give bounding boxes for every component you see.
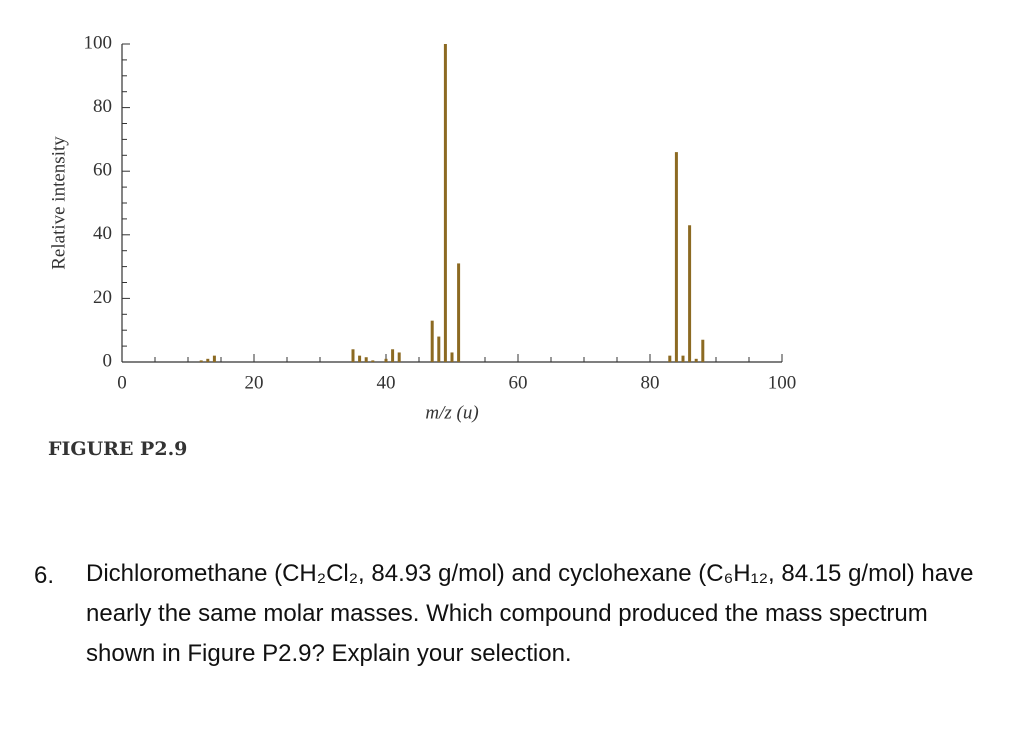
peak	[688, 225, 692, 362]
y-tick-label: 100	[84, 32, 113, 53]
chart: Relative intensity m/z (u) 0 20 40 60 80 100 0…	[48, 32, 797, 423]
peak	[457, 263, 461, 362]
peak	[351, 349, 355, 362]
peak	[397, 352, 401, 362]
y-axis-title: Relative intensity	[48, 136, 69, 270]
peak	[212, 355, 216, 362]
x-tick-label: 0	[117, 372, 127, 393]
figure-label: FIGURE P2.9	[48, 438, 188, 460]
y-tick-label: 80	[93, 96, 112, 117]
y-tick-label: 60	[93, 160, 112, 181]
x-tick-label: 20	[245, 372, 264, 393]
x-tick-label: 80	[641, 372, 660, 393]
peak	[364, 357, 368, 362]
peak	[443, 44, 447, 362]
peak	[681, 355, 685, 362]
y-tick-label: 40	[93, 223, 112, 244]
peak	[430, 320, 434, 362]
peak	[701, 339, 705, 362]
x-axis-title: m/z (u)	[425, 402, 478, 423]
y-tick-label: 20	[93, 287, 112, 308]
x-tick-label: 40	[377, 372, 396, 393]
peak	[437, 336, 441, 362]
peak	[694, 358, 698, 362]
peak	[450, 352, 454, 362]
peak	[384, 358, 388, 362]
peak	[674, 152, 678, 362]
y-tick-label: 0	[103, 350, 113, 371]
peak	[199, 360, 203, 362]
peak	[391, 349, 395, 362]
question-number: 6.	[34, 562, 55, 589]
peak	[358, 355, 362, 362]
x-tick-label: 100	[768, 372, 797, 393]
peak	[371, 360, 375, 362]
peak	[668, 355, 672, 362]
peak	[206, 358, 210, 362]
question-text: Dichloromethane (CH₂Cl₂, 84.93 g/mol) an…	[86, 560, 974, 667]
x-tick-label: 60	[509, 372, 528, 393]
